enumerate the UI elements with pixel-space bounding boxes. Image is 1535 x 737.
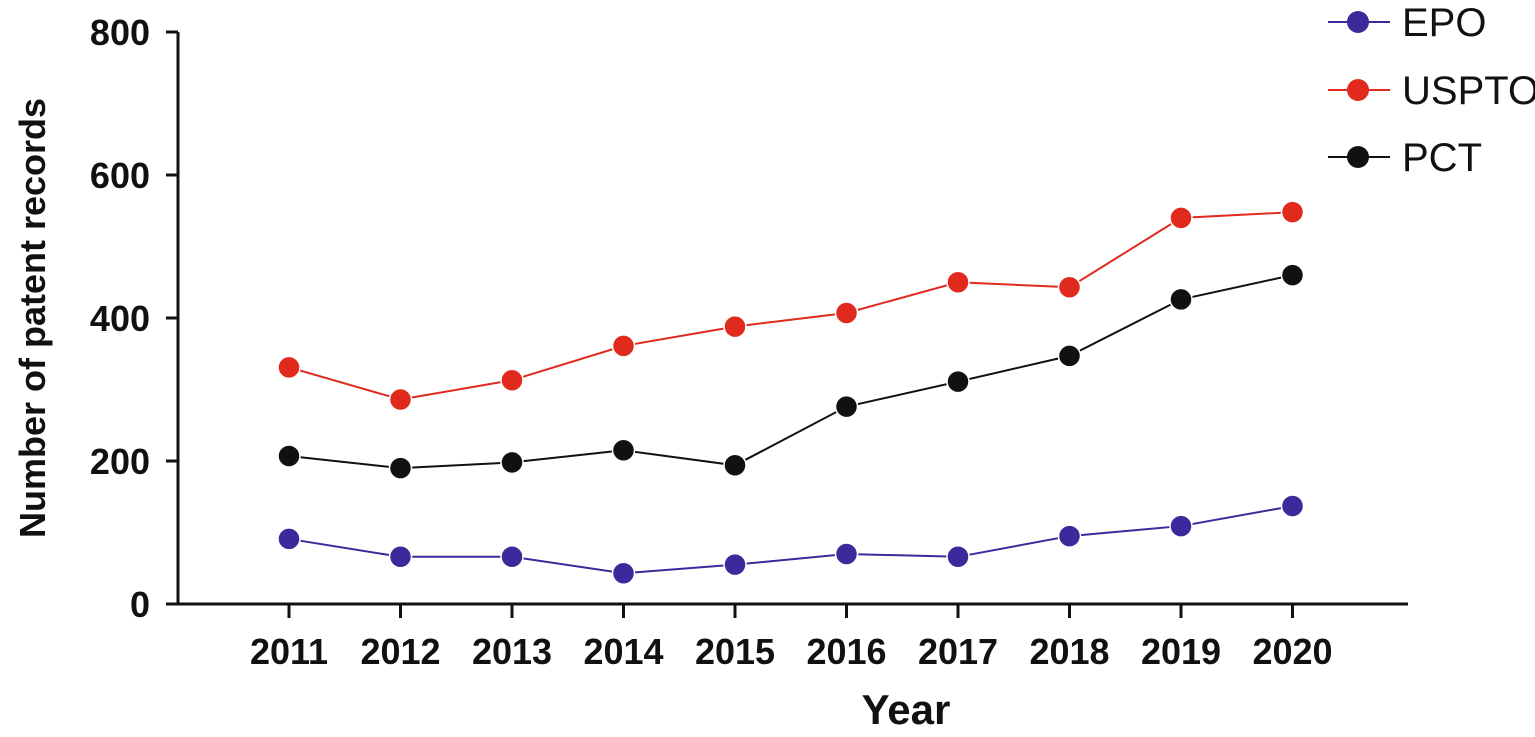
data-point <box>1169 514 1193 538</box>
legend-marker <box>1347 11 1369 33</box>
data-point <box>611 438 636 463</box>
x-tick-label: 2015 <box>695 631 775 672</box>
data-point <box>1169 206 1193 230</box>
y-ticks: 0 200 400 600 800 <box>90 12 178 625</box>
legend-item: EPO <box>1328 1 1486 45</box>
x-tick-label: 2012 <box>360 631 440 672</box>
x-tick-label: 2020 <box>1252 631 1332 672</box>
data-point <box>946 270 970 294</box>
legend-label: USPTO <box>1402 69 1535 113</box>
x-ticks: 2011 2012 2013 2014 2015 2016 2017 2018 2019 2020 <box>250 604 1333 672</box>
y-tick-label: 800 <box>90 12 150 53</box>
y-tick-label: 400 <box>90 298 150 339</box>
x-tick-label: 2019 <box>1141 631 1221 672</box>
data-point <box>723 314 747 339</box>
data-point <box>500 450 524 475</box>
series-epo <box>277 494 1305 586</box>
series-layer <box>277 200 1305 586</box>
x-tick-label: 2018 <box>1029 631 1109 672</box>
data-point <box>723 552 747 577</box>
y-tick-label: 600 <box>90 155 150 196</box>
data-point <box>500 368 524 392</box>
data-point <box>1280 263 1305 287</box>
data-point <box>277 355 301 380</box>
series-pct <box>277 263 1305 480</box>
legend-item: PCT <box>1328 136 1482 180</box>
x-tick-label: 2011 <box>250 631 328 672</box>
data-point <box>834 542 859 566</box>
data-point <box>388 545 413 569</box>
data-point <box>723 453 747 478</box>
legend: EPO USPTO PCT <box>1328 1 1535 180</box>
data-point <box>834 301 859 325</box>
data-point <box>946 545 970 569</box>
data-point <box>388 456 413 480</box>
legend-item: USPTO <box>1328 69 1535 113</box>
x-tick-label: 2014 <box>583 631 663 672</box>
data-point <box>500 545 524 569</box>
series-line <box>288 505 1293 575</box>
data-point <box>1280 200 1305 224</box>
data-point <box>611 561 636 586</box>
y-axis-title: Number of patent records <box>12 98 53 538</box>
x-tick-label: 2013 <box>472 631 552 672</box>
data-point <box>1280 494 1305 518</box>
x-tick-label: 2017 <box>918 631 998 672</box>
data-point <box>611 334 636 358</box>
data-point <box>1057 344 1082 368</box>
data-point <box>834 394 859 419</box>
data-point <box>277 444 301 468</box>
x-axis-title: Year <box>862 686 951 733</box>
data-point <box>1057 524 1082 548</box>
data-point <box>388 387 413 412</box>
data-point <box>946 369 970 394</box>
series-line <box>288 211 1293 401</box>
data-point <box>1169 287 1193 312</box>
series-line <box>288 274 1293 470</box>
data-point <box>277 527 301 551</box>
legend-marker <box>1347 146 1369 168</box>
legend-label: EPO <box>1402 1 1486 45</box>
series-uspto <box>277 200 1305 412</box>
x-tick-label: 2016 <box>806 631 886 672</box>
legend-marker <box>1347 79 1369 101</box>
y-tick-label: 0 <box>130 584 150 625</box>
legend-label: PCT <box>1402 136 1482 180</box>
data-point <box>1057 275 1082 300</box>
y-tick-label: 200 <box>90 441 150 482</box>
